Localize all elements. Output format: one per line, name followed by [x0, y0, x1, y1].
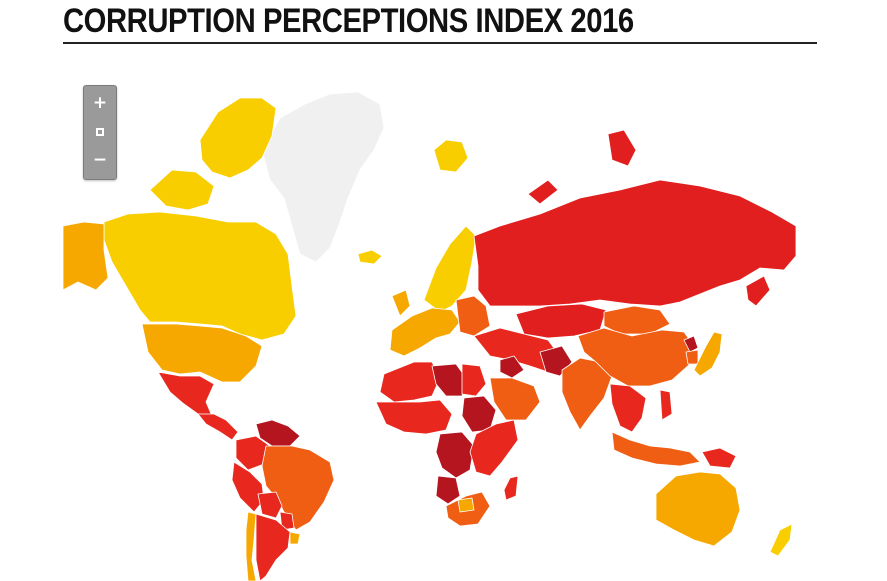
country-canada[interactable] [199, 97, 277, 179]
reset-zoom-icon [96, 128, 104, 136]
country-argentina[interactable] [255, 513, 291, 581]
country-botswana[interactable] [457, 497, 475, 513]
country-madagascar[interactable] [503, 475, 519, 501]
country-central-america[interactable] [197, 413, 239, 441]
country-united-states[interactable] [141, 323, 263, 383]
country-saudi-arabia[interactable] [489, 377, 541, 421]
country-chile[interactable] [245, 511, 257, 581]
title-underline [63, 42, 817, 44]
reset-zoom-button[interactable] [84, 117, 116, 145]
country-russia[interactable] [473, 179, 797, 307]
country-indonesia[interactable] [611, 431, 701, 467]
country-libya[interactable] [431, 363, 467, 397]
country-mexico[interactable] [157, 371, 215, 417]
country-egypt[interactable] [461, 363, 487, 397]
world-map[interactable] [0, 44, 887, 581]
country-angola[interactable] [435, 475, 461, 505]
country-brazil[interactable] [261, 445, 335, 531]
country-alaska[interactable] [62, 221, 109, 291]
country-china[interactable] [577, 327, 695, 387]
zoom-in-button[interactable]: + [92, 93, 108, 113]
country-uruguay[interactable] [289, 531, 301, 545]
country-canada[interactable] [433, 139, 469, 173]
country-southeast-asia[interactable] [609, 383, 647, 433]
country-canada[interactable] [149, 169, 215, 211]
country-eastern-europe[interactable] [455, 295, 491, 337]
country-australia[interactable] [655, 471, 741, 547]
country-west-africa[interactable] [375, 399, 453, 435]
country-east-africa[interactable] [469, 419, 519, 477]
zoom-control: + − [83, 85, 117, 180]
country-greenland[interactable] [261, 91, 385, 263]
country-japan[interactable] [693, 331, 723, 377]
country-iceland[interactable] [357, 249, 383, 265]
page-title: CORRUPTION PERCEPTIONS INDEX 2016 [63, 2, 634, 40]
country-western-europe[interactable] [389, 307, 461, 357]
zoom-out-button[interactable]: − [92, 150, 108, 170]
country-russia[interactable] [607, 129, 637, 167]
country-bolivia[interactable] [257, 491, 283, 519]
country-western-europe[interactable] [391, 289, 411, 317]
country-central-africa[interactable] [435, 431, 475, 479]
country-north-korea[interactable] [683, 335, 699, 353]
country-new-zealand[interactable] [769, 523, 793, 557]
country-russia[interactable] [745, 275, 771, 307]
country-mongolia[interactable] [603, 305, 671, 335]
country-russia[interactable] [527, 179, 559, 205]
country-peru[interactable] [231, 461, 265, 513]
country-papua-new-guinea[interactable] [701, 447, 737, 469]
country-canada[interactable] [103, 211, 297, 341]
country-south-korea[interactable] [685, 349, 699, 365]
country-india[interactable] [561, 357, 613, 431]
country-venezuela[interactable] [255, 419, 301, 447]
country-iraq-and-syria[interactable] [499, 355, 525, 379]
country-north-africa[interactable] [379, 361, 441, 403]
country-southeast-asia[interactable] [659, 389, 673, 421]
country-paraguay[interactable] [279, 511, 295, 531]
